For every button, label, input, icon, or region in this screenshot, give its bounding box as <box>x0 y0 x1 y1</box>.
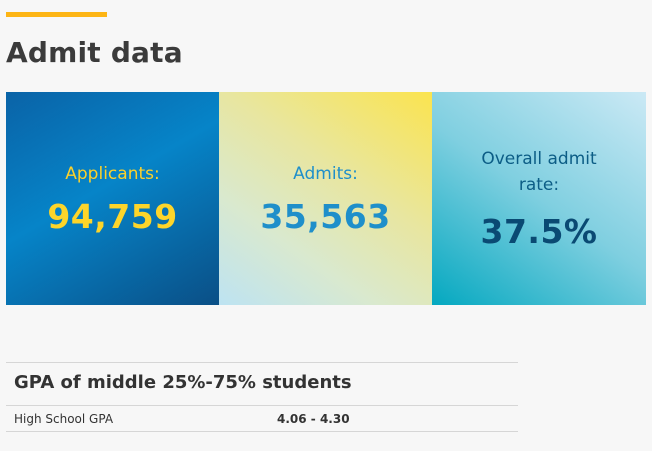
admit-rate-label: Overall admit rate: <box>481 149 597 195</box>
stats-row: Applicants: 94,759 Admits: 35,563 Overal… <box>6 92 646 305</box>
gpa-row-value: 4.06 - 4.30 <box>277 411 350 426</box>
admit-rate-tile: Overall admit rate: 37.5% <box>432 92 646 305</box>
admits-value: 35,563 <box>260 197 391 236</box>
gpa-heading: GPA of middle 25%-75% students <box>14 372 352 393</box>
admits-label: Admits: <box>293 164 358 184</box>
gpa-row-label: High School GPA <box>14 411 114 426</box>
applicants-label: Applicants: <box>65 164 160 184</box>
accent-bar <box>6 12 107 17</box>
table-row: High School GPA 4.06 - 4.30 <box>6 406 518 431</box>
divider <box>6 405 518 406</box>
applicants-value: 94,759 <box>47 197 178 236</box>
admits-tile: Admits: 35,563 <box>219 92 432 305</box>
gpa-table: GPA of middle 25%-75% students High Scho… <box>6 362 518 432</box>
divider <box>6 362 518 363</box>
applicants-tile: Applicants: 94,759 <box>6 92 219 305</box>
divider <box>6 431 518 432</box>
page-title: Admit data <box>6 36 183 69</box>
admit-rate-value: 37.5% <box>480 212 598 251</box>
